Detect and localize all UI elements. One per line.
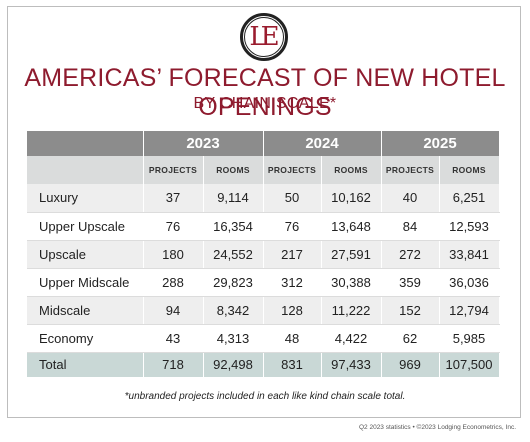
cell-value: 27,591 xyxy=(321,240,382,269)
lodging-econometrics-logo: LE xyxy=(240,13,288,61)
row-label: Economy xyxy=(27,324,144,353)
table-row: Luxury 37 9,114 50 10,162 40 6,251 xyxy=(27,184,500,213)
cell-value: 36,036 xyxy=(439,268,500,297)
cell-value: 43 xyxy=(143,324,204,353)
cell-value: 312 xyxy=(263,268,322,297)
cell-value: 9,114 xyxy=(203,184,264,213)
cell-value: 12,794 xyxy=(439,296,500,325)
cell-value: 152 xyxy=(381,296,440,325)
cell-value: 13,648 xyxy=(321,212,382,241)
row-label: Upper Upscale xyxy=(27,212,144,241)
cell-value: 5,985 xyxy=(439,324,500,353)
row-label: Midscale xyxy=(27,296,144,325)
cell-value: 76 xyxy=(143,212,204,241)
row-label: Luxury xyxy=(27,184,144,213)
total-value: 97,433 xyxy=(321,352,382,377)
subheader-corner xyxy=(27,156,144,184)
subheader-row: PROJECTS ROOMS PROJECTS ROOMS PROJECTS R… xyxy=(27,156,500,184)
total-value: 92,498 xyxy=(203,352,264,377)
source-credit: Q2 2023 statistics • ©2023 Lodging Econo… xyxy=(358,424,516,431)
year-header-row: 2023 2024 2025 xyxy=(27,131,500,156)
year-2024-header: 2024 xyxy=(263,131,382,156)
year-2025-header: 2025 xyxy=(381,131,500,156)
forecast-table: 2023 2024 2025 PROJECTS ROOMS PROJECTS R… xyxy=(27,131,500,377)
total-label: Total xyxy=(27,352,144,377)
page-subtitle: BY CHAIN SCALE* xyxy=(193,95,337,112)
cell-value: 40 xyxy=(381,184,440,213)
table-row: Upper Midscale 288 29,823 312 30,388 359… xyxy=(27,268,500,297)
cell-value: 76 xyxy=(263,212,322,241)
cell-value: 217 xyxy=(263,240,322,269)
subheader-projects: PROJECTS xyxy=(381,156,440,184)
cell-value: 6,251 xyxy=(439,184,500,213)
subheader-rooms: ROOMS xyxy=(439,156,500,184)
table-row: Economy 43 4,313 48 4,422 62 5,985 xyxy=(27,324,500,353)
header-corner xyxy=(27,131,144,156)
cell-value: 16,354 xyxy=(203,212,264,241)
page-title: AMERICAS’ FORECAST OF NEW HOTEL OPENINGS xyxy=(24,64,506,121)
subheader-rooms: ROOMS xyxy=(203,156,264,184)
cell-value: 62 xyxy=(381,324,440,353)
logo-monogram: LE xyxy=(244,17,284,57)
cell-value: 24,552 xyxy=(203,240,264,269)
subheader-rooms: ROOMS xyxy=(321,156,382,184)
cell-value: 37 xyxy=(143,184,204,213)
cell-value: 33,841 xyxy=(439,240,500,269)
cell-value: 180 xyxy=(143,240,204,269)
cell-value: 8,342 xyxy=(203,296,264,325)
footnote: *unbranded projects included in each lik… xyxy=(124,391,406,402)
cell-value: 50 xyxy=(263,184,322,213)
cell-value: 48 xyxy=(263,324,322,353)
cell-value: 11,222 xyxy=(321,296,382,325)
cell-value: 128 xyxy=(263,296,322,325)
total-value: 718 xyxy=(143,352,204,377)
subheader-projects: PROJECTS xyxy=(263,156,322,184)
subheader-projects: PROJECTS xyxy=(143,156,204,184)
cell-value: 12,593 xyxy=(439,212,500,241)
year-2023-header: 2023 xyxy=(143,131,264,156)
cell-value: 94 xyxy=(143,296,204,325)
total-value: 107,500 xyxy=(439,352,500,377)
total-value: 831 xyxy=(263,352,322,377)
cell-value: 29,823 xyxy=(203,268,264,297)
table-row: Upper Upscale 76 16,354 76 13,648 84 12,… xyxy=(27,212,500,241)
table-row: Midscale 94 8,342 128 11,222 152 12,794 xyxy=(27,296,500,325)
cell-value: 4,313 xyxy=(203,324,264,353)
cell-value: 10,162 xyxy=(321,184,382,213)
row-label: Upscale xyxy=(27,240,144,269)
cell-value: 30,388 xyxy=(321,268,382,297)
cell-value: 288 xyxy=(143,268,204,297)
cell-value: 272 xyxy=(381,240,440,269)
total-row: Total 718 92,498 831 97,433 969 107,500 xyxy=(27,352,500,377)
cell-value: 359 xyxy=(381,268,440,297)
row-label: Upper Midscale xyxy=(27,268,144,297)
table-row: Upscale 180 24,552 217 27,591 272 33,841 xyxy=(27,240,500,269)
cell-value: 84 xyxy=(381,212,440,241)
total-value: 969 xyxy=(381,352,440,377)
cell-value: 4,422 xyxy=(321,324,382,353)
